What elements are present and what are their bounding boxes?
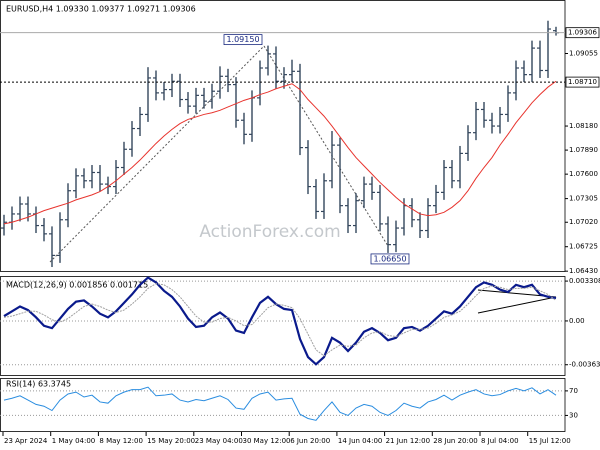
y-tick-label: 30 [569, 411, 578, 419]
x-tick-label: 14 Jun 04:00 [338, 437, 382, 445]
x-tick-label: 23 May 04:00 [195, 437, 243, 445]
x-tick-label: 1 May 04:00 [52, 437, 96, 445]
y-tick-label: 1.07020 [569, 218, 598, 226]
chart-title: EURUSD,H4 1.09330 1.09377 1.09271 1.0930… [6, 5, 196, 14]
x-tick-label: 21 Jun 12:00 [386, 437, 430, 445]
annotation-label: 1.09150 [226, 35, 259, 44]
moving-average [3, 80, 557, 225]
annotation-label: 1.06650 [373, 254, 406, 263]
y-tick-label: 1.08180 [569, 122, 598, 130]
x-tick-label: 30 May 12:00 [243, 437, 291, 445]
price-level-label: 1.08710 [568, 78, 597, 86]
panel-frame [0, 276, 566, 376]
indicator-line [3, 276, 557, 366]
y-tick-label: 1.09055 [569, 49, 598, 57]
x-tick-label: 15 May 20:00 [147, 437, 195, 445]
trend-line [477, 296, 557, 314]
zigzag-line [263, 45, 389, 247]
y-tick-label: 1.07600 [569, 170, 598, 178]
x-tick-label: 8 Jul 04:00 [481, 437, 519, 445]
panel-frame [0, 378, 566, 432]
price-level-box [565, 27, 600, 39]
x-tick-label: 15 Jul 12:00 [529, 437, 571, 445]
y-tick-label: 70 [569, 387, 578, 395]
annotation-box [370, 253, 410, 265]
y-tick-label: 0.003308 [569, 277, 600, 285]
y-tick-label: 1.06725 [569, 243, 598, 251]
y-tick-label: 1.06430 [569, 267, 598, 275]
annotation-box [223, 34, 263, 46]
macd-title: MACD(12,26,9) 0.001856 0.001715 [6, 281, 148, 290]
price-level-label: 1.09306 [568, 29, 597, 37]
x-tick-label: 23 Apr 2024 [4, 437, 48, 445]
panel-frame [0, 0, 566, 272]
y-tick-label: 1.07890 [569, 146, 598, 154]
y-tick-label: 0.00 [569, 317, 585, 325]
indicator-line [3, 283, 557, 357]
price-level-box [565, 76, 600, 88]
watermark: ActionForex.com [199, 222, 340, 242]
y-tick-label: -0.003635 [569, 361, 600, 369]
y-tick-label: 1.07305 [569, 195, 598, 203]
rsi-title: RSI(14) 63.3745 [6, 380, 71, 389]
x-tick-label: 28 Jun 20:00 [433, 437, 477, 445]
x-tick-label: 6 Jun 20:00 [290, 437, 330, 445]
x-tick-label: 8 May 12:00 [99, 437, 143, 445]
indicator-line [3, 386, 557, 421]
